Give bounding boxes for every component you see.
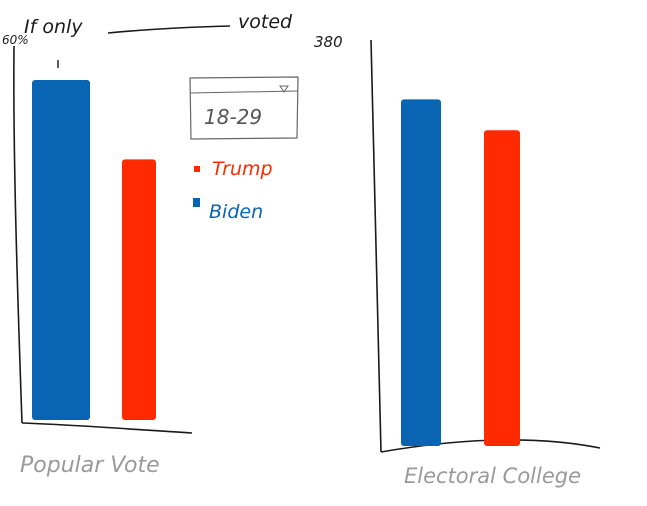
title-prefix: If only — [24, 16, 83, 38]
age-dropdown[interactable]: 18-29 — [189, 76, 299, 140]
legend: Trump Biden — [193, 158, 273, 223]
right-x-axis-label: Electoral College — [404, 464, 581, 488]
right-y-axis — [370, 39, 382, 453]
electoral-college-bar-trump — [484, 130, 520, 446]
left-x-axis-label: Popular Vote — [20, 453, 160, 478]
left-chart-bars — [32, 80, 156, 421]
title-suffix: voted — [238, 11, 293, 33]
title-blank-line — [107, 25, 231, 34]
popular-vote-bar-trump — [122, 159, 156, 421]
electoral-college-bar-biden — [401, 99, 441, 447]
dropdown-header-line — [189, 90, 299, 94]
popular-vote-bar-biden — [32, 80, 90, 420]
dropdown-selected-value: 18-29 — [204, 105, 262, 129]
legend-label-trump: Trump — [212, 158, 273, 180]
legend-swatch-trump — [194, 166, 200, 172]
left-ymax-label: 60% — [2, 33, 29, 47]
legend-label-biden: Biden — [209, 201, 263, 223]
right-chart-bars — [401, 99, 520, 447]
chevron-down-icon[interactable] — [279, 85, 289, 93]
legend-swatch-biden — [193, 198, 200, 207]
right-ymax-label: 380 — [314, 33, 343, 51]
left-x-axis — [21, 422, 193, 434]
left-y-axis — [13, 45, 23, 424]
